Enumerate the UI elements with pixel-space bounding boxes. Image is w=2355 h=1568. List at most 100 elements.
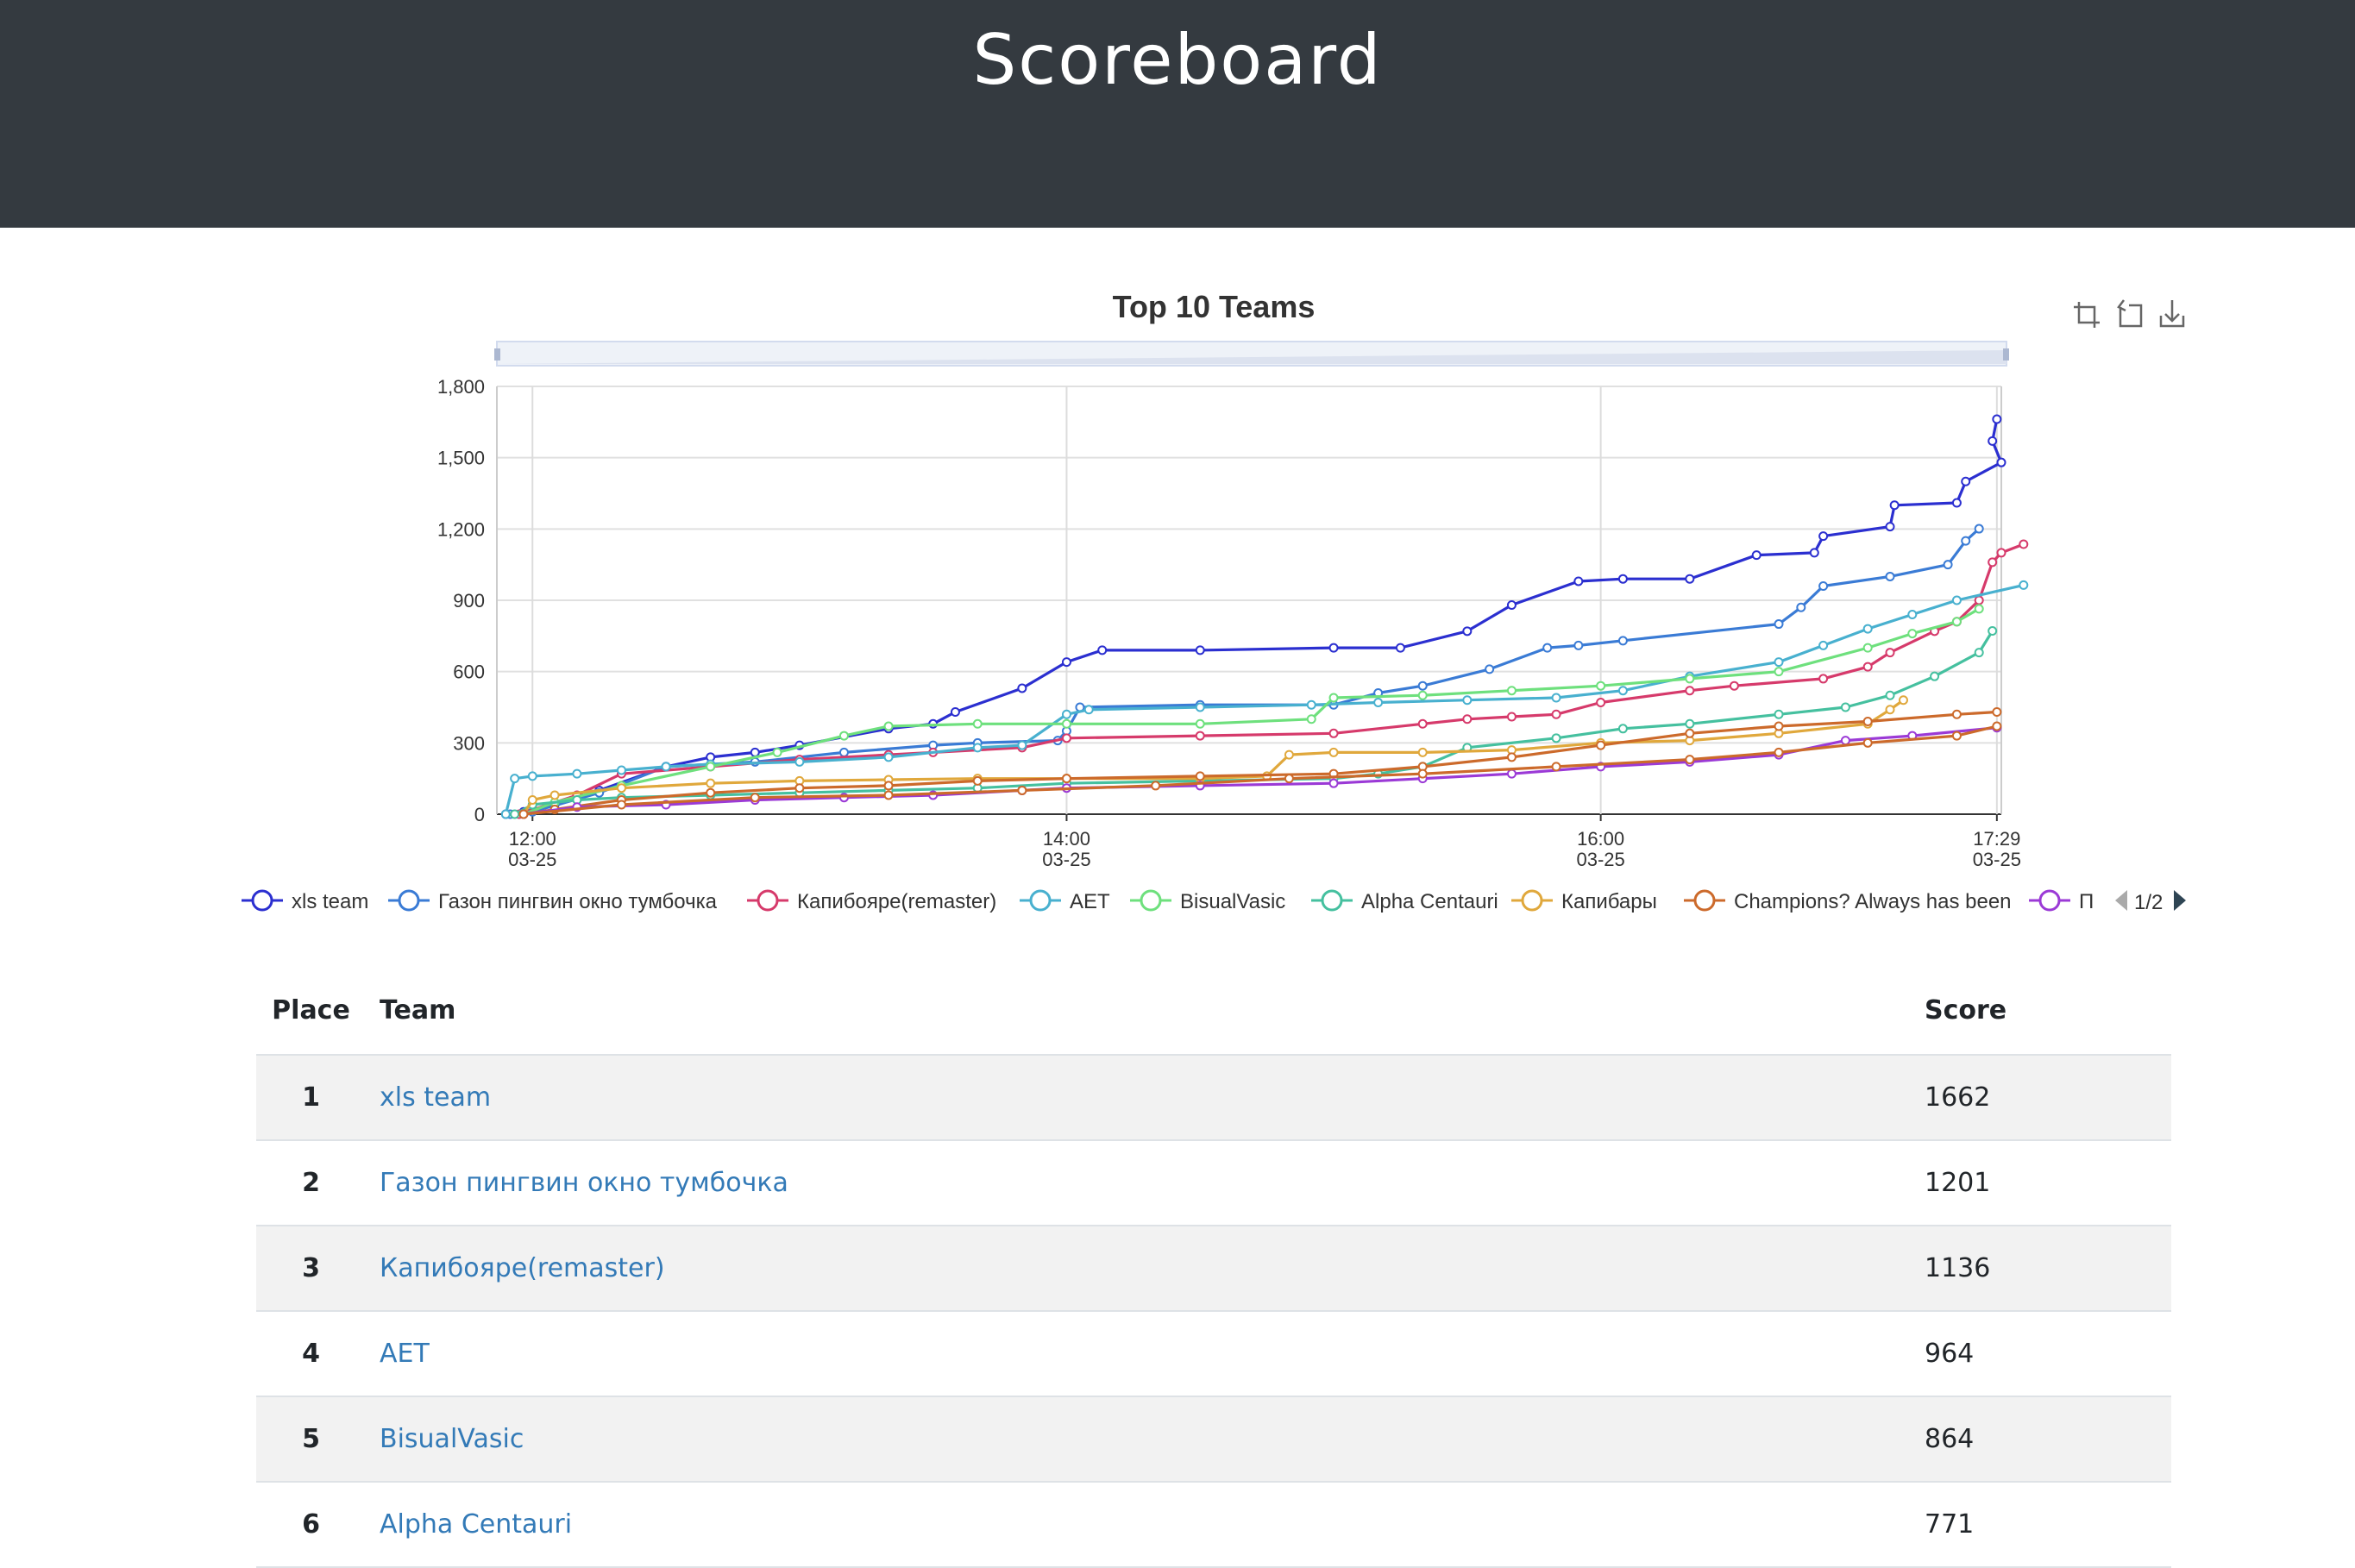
data-point — [1685, 728, 1695, 738]
data-point — [1685, 574, 1695, 584]
data-point — [1195, 702, 1205, 712]
data-point — [1083, 705, 1094, 715]
data-point — [1992, 707, 2002, 718]
data-point — [572, 768, 582, 779]
series-line — [523, 710, 1997, 816]
data-point — [500, 809, 511, 819]
data-point — [1951, 731, 1962, 741]
top-teams-chart: Top 10 Teams 0 300 600 900 1,200 1,500 1,800 12… — [242, 289, 2186, 914]
legend-item[interactable]: xls team — [242, 889, 368, 913]
data-point — [1685, 718, 1695, 729]
team-link[interactable]: Газон пингвин окно тумбочка — [380, 1168, 788, 1198]
y-tick-label: 1,500 — [437, 448, 485, 469]
data-point — [1974, 648, 1984, 658]
data-point — [1097, 645, 1108, 655]
data-point — [1306, 699, 1316, 710]
data-point — [1951, 595, 1962, 605]
data-point — [1961, 536, 1971, 546]
chart-legend: xls team Газон пингвин окно тумбочка Капиб… — [242, 889, 2094, 913]
data-point — [706, 778, 716, 788]
zoom-reset-icon[interactable] — [2115, 297, 2143, 328]
legend-marker — [251, 889, 273, 912]
data-point — [1862, 662, 1873, 672]
zoom-select-icon[interactable] — [2072, 297, 2100, 328]
x-tick-label: 14:00 — [1043, 828, 1090, 850]
legend-item[interactable]: П — [2029, 889, 2094, 913]
place-cell: 1 — [256, 1055, 366, 1141]
legend-item[interactable]: Газон пингвин окно тумбочка — [388, 889, 718, 913]
data-point — [1417, 747, 1428, 757]
score-cell: 1662 — [1911, 1055, 2171, 1141]
column-header-score: Score — [1911, 966, 2171, 1056]
data-point — [1617, 686, 1628, 696]
legend-item[interactable]: AET — [1020, 889, 1110, 913]
data-point — [616, 765, 626, 775]
download-icon[interactable] — [2158, 297, 2185, 328]
team-link[interactable]: BisualVasic — [380, 1424, 524, 1454]
data-point — [2019, 580, 2029, 590]
data-point — [1974, 595, 1984, 605]
legend-item[interactable]: Капибары — [1511, 889, 1657, 913]
data-point — [1506, 768, 1517, 779]
data-point — [706, 762, 716, 772]
legend-next-icon[interactable] — [2174, 890, 2186, 911]
data-point — [838, 731, 849, 741]
data-point — [794, 756, 805, 767]
legend-item[interactable]: Alpha Centauri — [1311, 889, 1498, 913]
data-point — [1974, 604, 1984, 614]
column-header-place: Place — [256, 966, 366, 1056]
data-point — [1885, 690, 1895, 700]
series-line — [510, 527, 1981, 816]
legend-label: Капибояре(remaster) — [797, 890, 996, 913]
data-point — [1551, 733, 1561, 743]
legend-label: AET — [1070, 890, 1110, 913]
legend-label: BisualVasic — [1180, 890, 1285, 913]
team-link[interactable]: Alpha Centauri — [380, 1509, 573, 1540]
legend-item[interactable]: BisualVasic — [1130, 889, 1285, 913]
slider-handle-left[interactable] — [494, 348, 500, 361]
legend-marker — [1321, 889, 1343, 912]
data-point — [1774, 667, 1784, 677]
y-tick-label: 1,800 — [437, 376, 485, 398]
legend-page-indicator: 1/2 — [2134, 891, 2163, 914]
series-group — [518, 604, 1984, 819]
legend-label: Champions? Always has been — [1734, 890, 2012, 913]
legend-marker — [1521, 889, 1543, 912]
data-point — [1996, 548, 2006, 558]
data-point — [1195, 771, 1205, 781]
data-point — [1988, 626, 1998, 637]
page-header: Scoreboard — [0, 0, 2355, 228]
data-point — [1417, 718, 1428, 729]
data-point — [1809, 548, 1819, 558]
data-point — [1862, 717, 1873, 727]
data-point — [1462, 695, 1473, 706]
data-point — [1284, 750, 1294, 760]
data-point — [1417, 681, 1428, 691]
data-point — [1907, 629, 1918, 639]
series-line — [523, 726, 1997, 816]
team-link[interactable]: Капибояре(remaster) — [380, 1253, 665, 1283]
legend-pager: 1/2 — [2115, 890, 2186, 914]
data-point — [1573, 640, 1584, 650]
data-point — [1988, 436, 1998, 446]
data-point — [1373, 697, 1384, 707]
slider-handle-right[interactable] — [2003, 348, 2009, 361]
data-point — [1974, 524, 1984, 534]
data-point — [1061, 709, 1071, 719]
data-zoom-slider[interactable] — [494, 341, 2009, 367]
legend-item[interactable]: Капибояре(remaster) — [747, 889, 996, 913]
table-row: 1 xls team 1662 — [256, 1055, 2171, 1141]
data-point — [1774, 747, 1784, 757]
team-link[interactable]: xls team — [380, 1082, 492, 1113]
data-point — [972, 743, 983, 753]
legend-marker — [398, 889, 420, 912]
table-row: 3 Капибояре(remaster) 1136 — [256, 1226, 2171, 1312]
data-point — [1328, 778, 1339, 788]
legend-item[interactable]: Champions? Always has been — [1684, 889, 2012, 913]
legend-prev-icon[interactable] — [2115, 890, 2127, 911]
data-point — [527, 794, 537, 805]
team-link[interactable]: AET — [380, 1339, 430, 1369]
y-tick-label: 0 — [474, 804, 485, 825]
data-point — [1885, 648, 1895, 658]
data-point — [1551, 762, 1561, 772]
